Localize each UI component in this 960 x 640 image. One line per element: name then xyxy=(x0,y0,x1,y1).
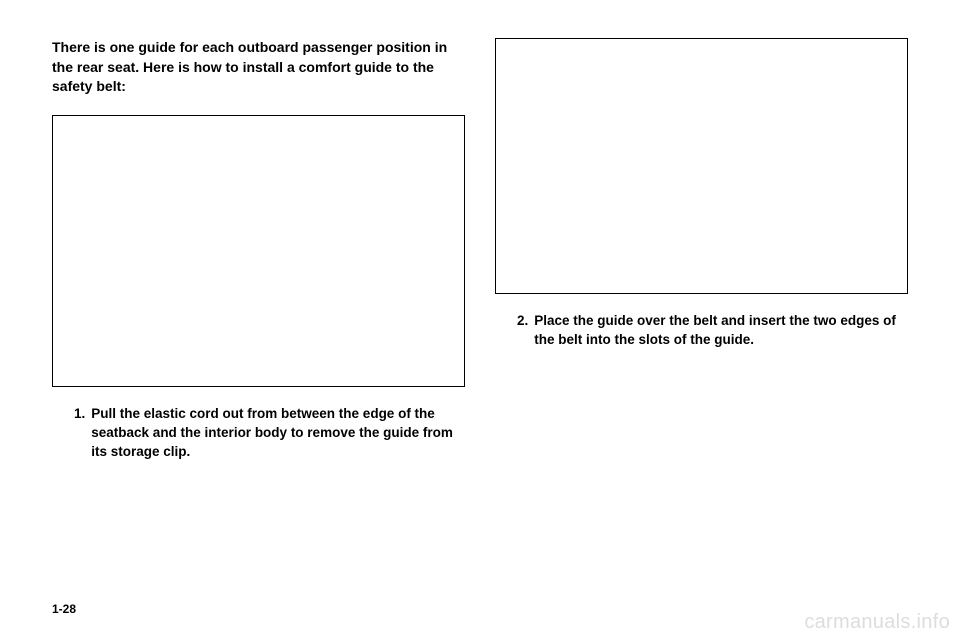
manual-page: There is one guide for each outboard pas… xyxy=(0,0,960,640)
left-column: There is one guide for each outboard pas… xyxy=(52,38,465,620)
figure-left-placeholder xyxy=(52,115,465,387)
right-column: 2. Place the guide over the belt and ins… xyxy=(495,38,908,620)
step-number: 1. xyxy=(74,405,85,462)
step-text: Pull the elastic cord out from between t… xyxy=(91,405,465,462)
page-number: 1-28 xyxy=(52,602,76,616)
step-2: 2. Place the guide over the belt and ins… xyxy=(495,312,908,350)
figure-right-placeholder xyxy=(495,38,908,294)
step-1: 1. Pull the elastic cord out from betwee… xyxy=(52,405,465,462)
step-text: Place the guide over the belt and insert… xyxy=(534,312,908,350)
two-column-layout: There is one guide for each outboard pas… xyxy=(52,38,908,620)
watermark-text: carmanuals.info xyxy=(804,611,950,634)
intro-text: There is one guide for each outboard pas… xyxy=(52,38,465,97)
step-number: 2. xyxy=(517,312,528,350)
